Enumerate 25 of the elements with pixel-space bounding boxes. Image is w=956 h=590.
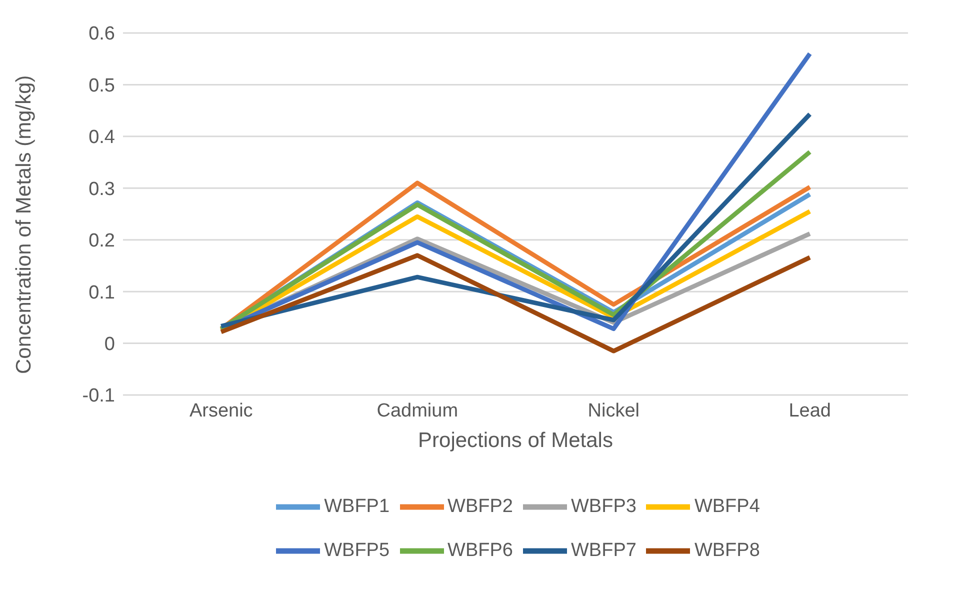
x-tick-label: Lead (788, 400, 832, 422)
x-axis-title: Projections of Metals (418, 429, 613, 452)
legend-label: WBFP5 (324, 540, 390, 562)
y-tick-label: 0 (104, 334, 115, 356)
y-tick-label: 0.3 (88, 178, 115, 200)
y-axis-title: Concentration of Metals (mg/kg) (12, 75, 36, 374)
line-series (218, 112, 812, 328)
line-series (218, 150, 812, 332)
x-tick-label: Nickel (588, 400, 640, 422)
y-tick-label: 0.6 (88, 24, 115, 45)
x-tick-label: Arsenic (189, 400, 253, 422)
legend-label: WBFP1 (324, 496, 390, 518)
legend-label: WBFP7 (571, 540, 636, 562)
y-tick-label: 0.1 (88, 282, 115, 304)
legend-label: WBFP4 (694, 496, 760, 518)
y-tick-label: 0.4 (88, 127, 116, 148)
legend-label: WBFP8 (694, 540, 760, 562)
legend-label: WBFP6 (448, 540, 513, 562)
y-tick-label: -0.1 (82, 386, 115, 407)
legend-label: WBFP3 (571, 496, 636, 518)
line-series (218, 253, 812, 354)
legend-label: WBFP2 (448, 496, 513, 518)
y-tick-label: 0.2 (88, 230, 115, 252)
y-tick-label: 0.5 (88, 75, 115, 96)
x-tick-label: Cadmium (376, 400, 458, 422)
